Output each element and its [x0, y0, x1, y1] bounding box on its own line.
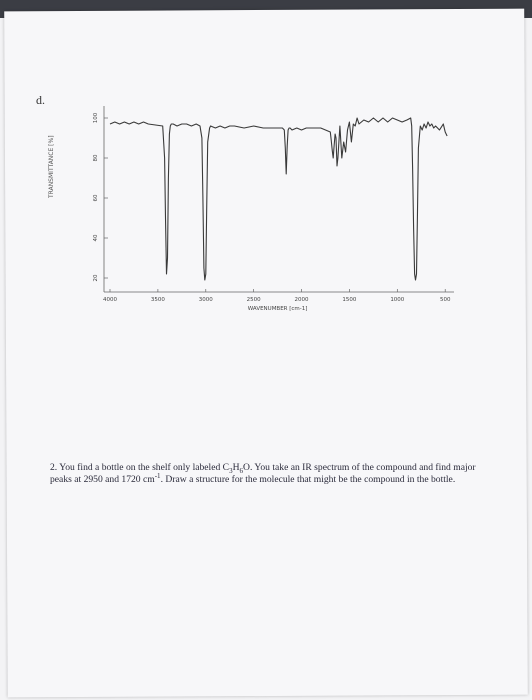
subscript-3: 3: [229, 466, 233, 475]
x-tick-label: 4000: [103, 297, 117, 303]
subscript-6: 6: [239, 466, 244, 475]
x-tick-label: 3500: [151, 297, 165, 303]
chart-axes: [103, 106, 454, 293]
x-tick-label: 1000: [390, 297, 404, 303]
x-tick-label: 500: [440, 297, 451, 303]
question-mid: H: [232, 462, 240, 473]
chart-ticks: 4000 3500 3000 2500 2000 1500 1000 500 20 40 60 80 1…: [93, 112, 451, 303]
question-line-b: O. You take an IR spectrum of the compou…: [50, 462, 476, 485]
question-line-a: You find a bottle on the shelf only labe…: [59, 462, 230, 473]
question-letter: d.: [36, 93, 45, 107]
y-tick-label: 80: [93, 154, 99, 161]
ir-spectrum-line: [109, 117, 448, 281]
superscript-minus-1: -1: [154, 471, 161, 480]
y-tick-label: 100: [93, 112, 99, 123]
x-tick-label: 3000: [199, 297, 213, 303]
y-tick-label: 40: [93, 234, 99, 241]
x-axis-label: WAVENUMBER [cm-1]: [248, 306, 308, 312]
y-tick-label: 20: [93, 274, 99, 281]
question-number: 2.: [50, 462, 58, 473]
question-line-c: . Draw a structure for the molecule that…: [160, 473, 456, 485]
chart-series: [109, 117, 448, 281]
y-tick-label: 60: [93, 194, 99, 201]
question-text: 2. You find a bottle on the shelf only l…: [50, 462, 490, 485]
x-tick-label: 1500: [342, 297, 356, 303]
y-axis-label: TRANSMITTANCE [%]: [48, 135, 55, 198]
x-tick-label: 2500: [247, 297, 261, 303]
x-tick-label: 2000: [295, 297, 309, 303]
